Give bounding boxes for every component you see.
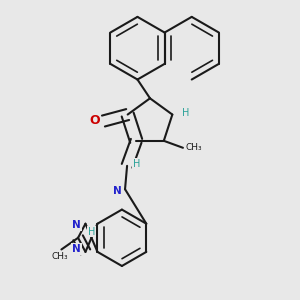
Text: N: N [113,186,122,196]
Text: O: O [89,114,100,127]
Text: H: H [88,226,95,236]
Text: H: H [182,108,189,118]
Text: CH₃: CH₃ [52,252,68,261]
Text: N: N [72,220,81,230]
Text: H: H [133,159,140,169]
Text: CH₃: CH₃ [186,143,202,152]
Text: N: N [72,244,81,254]
